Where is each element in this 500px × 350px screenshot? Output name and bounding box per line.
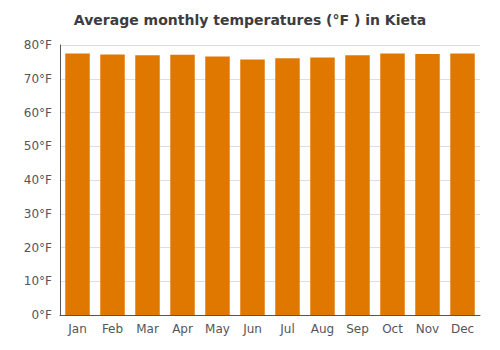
svg-text:Mar: Mar <box>136 322 159 336</box>
svg-text:Nov: Nov <box>416 322 439 336</box>
svg-text:30°F: 30°F <box>24 207 52 221</box>
svg-text:May: May <box>205 322 230 336</box>
svg-text:80°F: 80°F <box>24 38 52 52</box>
svg-text:Jul: Jul <box>279 322 294 336</box>
svg-text:Jan: Jan <box>67 322 87 336</box>
svg-text:Jun: Jun <box>242 322 262 336</box>
svg-text:60°F: 60°F <box>24 106 52 120</box>
svg-text:70°F: 70°F <box>24 72 52 86</box>
svg-text:50°F: 50°F <box>24 139 52 153</box>
svg-text:Oct: Oct <box>382 322 403 336</box>
svg-text:10°F: 10°F <box>24 274 52 288</box>
svg-text:40°F: 40°F <box>24 173 52 187</box>
svg-text:Aug: Aug <box>311 322 334 336</box>
svg-text:0°F: 0°F <box>31 308 52 322</box>
svg-text:Sep: Sep <box>346 322 369 336</box>
svg-text:Dec: Dec <box>451 322 474 336</box>
svg-text:20°F: 20°F <box>24 241 52 255</box>
svg-text:Apr: Apr <box>172 322 193 336</box>
svg-text:Average monthly temperatures (: Average monthly temperatures (°F ) in Ki… <box>74 12 426 28</box>
svg-text:Feb: Feb <box>102 322 123 336</box>
